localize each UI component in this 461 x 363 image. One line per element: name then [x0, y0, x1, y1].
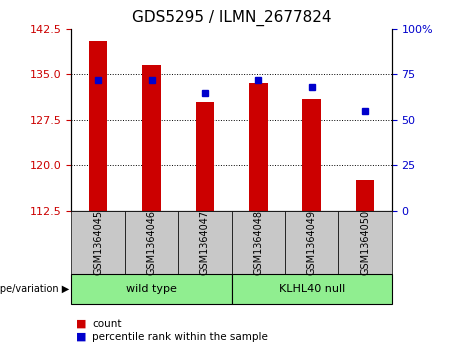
Text: GSM1364049: GSM1364049: [307, 210, 317, 275]
Bar: [142, 65, 161, 211]
Text: KLHL40 null: KLHL40 null: [278, 284, 345, 294]
Text: GSM1364045: GSM1364045: [93, 210, 103, 275]
Text: wild type: wild type: [126, 284, 177, 294]
Bar: [356, 180, 374, 211]
Bar: [89, 41, 107, 211]
Title: GDS5295 / ILMN_2677824: GDS5295 / ILMN_2677824: [132, 10, 331, 26]
Text: count: count: [92, 319, 122, 329]
Bar: [195, 102, 214, 211]
Text: GSM1364046: GSM1364046: [147, 210, 157, 275]
Text: GSM1364050: GSM1364050: [360, 210, 370, 275]
Text: ■: ■: [76, 319, 87, 329]
Text: ■: ■: [76, 331, 87, 342]
Text: GSM1364048: GSM1364048: [254, 210, 263, 275]
Bar: [302, 99, 321, 211]
Text: GSM1364047: GSM1364047: [200, 210, 210, 275]
Text: percentile rank within the sample: percentile rank within the sample: [92, 331, 268, 342]
Text: genotype/variation ▶: genotype/variation ▶: [0, 284, 69, 294]
Bar: [249, 83, 268, 211]
